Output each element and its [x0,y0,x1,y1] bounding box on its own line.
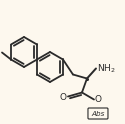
FancyBboxPatch shape [88,108,108,119]
Text: Abs: Abs [91,111,105,117]
Text: O: O [95,95,102,104]
Text: O: O [60,93,67,102]
Text: NH$_2$: NH$_2$ [98,62,116,75]
